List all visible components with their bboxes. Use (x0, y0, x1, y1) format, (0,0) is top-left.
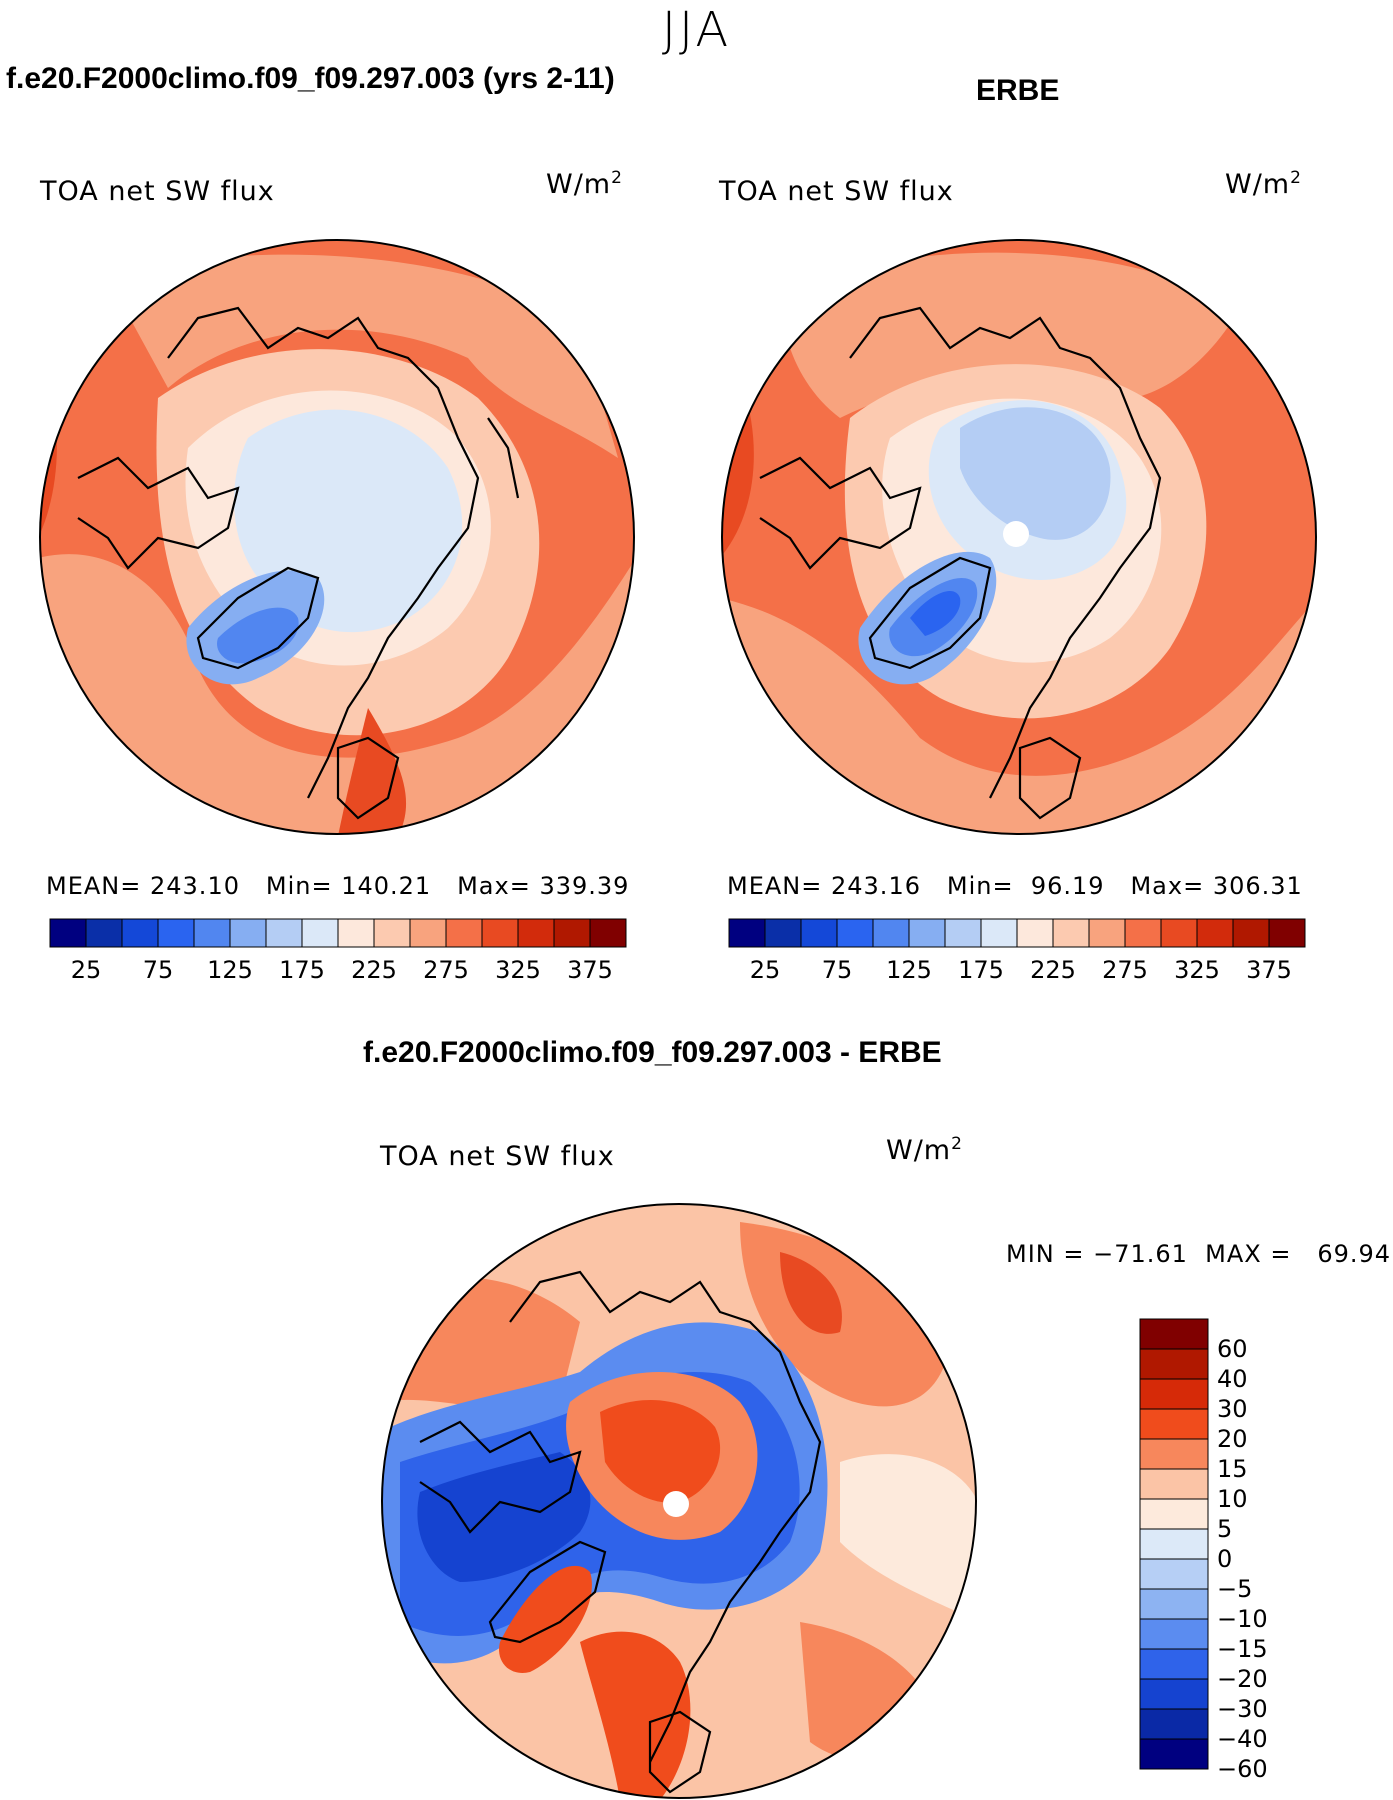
panel2-colorbar-swatch (908, 918, 946, 948)
panel3-colorbar-tick-label: 60 (1217, 1335, 1248, 1363)
panel2-colorbar-swatch (872, 918, 910, 948)
panel2-colorbar-swatch (800, 918, 838, 948)
panel1-colorbar-swatch (373, 918, 411, 948)
panel3-colorbar-tick-label: 20 (1217, 1425, 1248, 1453)
panel1-variable-label: TOA net SW flux (40, 176, 275, 207)
panel2-colorbar-swatch (944, 918, 982, 948)
panel2-colorbar-swatch (1232, 918, 1270, 948)
panel3-polar-map (381, 1203, 977, 1799)
panel1-colorbar-swatch (409, 918, 447, 948)
panel3-colorbar-swatch (1139, 1588, 1209, 1620)
panel3-colorbar-swatch (1139, 1528, 1209, 1560)
panel3-colorbar-swatch (1139, 1708, 1209, 1740)
panel3-minmax: MIN = −71.61 MAX = 69.94 (1006, 1240, 1392, 1268)
panel2-colorbar-tick-label: 75 (822, 956, 853, 984)
panel1-colorbar-swatch (301, 918, 339, 948)
panel1-units: W/m2 (546, 168, 623, 200)
season-title: JJA (661, 2, 732, 58)
panel1-colorbar-tick-label: 175 (279, 956, 325, 984)
panel1-colorbar-swatch (445, 918, 483, 948)
panel3-colorbar-tick-label: −20 (1217, 1665, 1268, 1693)
panel2-colorbar-swatch (1052, 918, 1090, 948)
panel2-colorbar-swatch (1016, 918, 1054, 948)
panel3-colorbar-swatch (1139, 1348, 1209, 1380)
panel3-colorbar-tick-label: 10 (1217, 1485, 1248, 1513)
panel2-colorbar-tick-label: 25 (750, 956, 781, 984)
panel3-colorbar-tick-label: −60 (1217, 1755, 1268, 1783)
panel1-colorbar-swatch (49, 918, 87, 948)
panel2-colorbar-swatch (728, 918, 766, 948)
panel3-colorbar-swatch (1139, 1318, 1209, 1350)
panel2-units: W/m2 (1225, 168, 1302, 200)
panel2-variable-label: TOA net SW flux (719, 176, 954, 207)
panel1-colorbar: 25 75 125 175 225 275 325 375 (49, 918, 627, 984)
panel1-colorbar-tick-label: 75 (143, 956, 174, 984)
panel1-colorbar-swatch (157, 918, 195, 948)
panel1-colorbar-swatch (85, 918, 123, 948)
panel3-colorbar-swatch (1139, 1678, 1209, 1710)
panel1-colorbar-tick-label: 325 (495, 956, 541, 984)
panel3-colorbar-swatch (1139, 1378, 1209, 1410)
panel3-colorbar-swatch (1139, 1648, 1209, 1680)
panel2-colorbar-swatch (836, 918, 874, 948)
panel2-colorbar-swatch (1124, 918, 1162, 948)
panel3-colorbar-swatch (1139, 1618, 1209, 1650)
panel3-colorbar-tick-label: −40 (1217, 1725, 1268, 1753)
panel3-heading: f.e20.F2000climo.f09_f09.297.003 - ERBE (363, 1036, 942, 1069)
panel2-colorbar-swatch (1160, 918, 1198, 948)
panel2-colorbar-swatch (1088, 918, 1126, 948)
panel3-colorbar-tick-label: −10 (1217, 1605, 1268, 1633)
panel2-colorbar-tick-label: 275 (1102, 956, 1148, 984)
panel3-colorbar-tick-label: 0 (1217, 1545, 1232, 1573)
panel2-colorbar-swatch (764, 918, 802, 948)
panel2-colorbar-swatch (1196, 918, 1234, 948)
panel1-colorbar-tick-label: 375 (567, 956, 613, 984)
panel3-colorbar-tick-label: −5 (1217, 1575, 1252, 1603)
panel3-colorbar-swatch (1139, 1438, 1209, 1470)
panel2-colorbar-swatch (980, 918, 1018, 948)
panel2-stats: MEAN= 243.16 Min= 96.19 Max= 306.31 (727, 872, 1303, 900)
panel3-colorbar-swatch (1139, 1558, 1209, 1590)
panel3-variable-label: TOA net SW flux (380, 1141, 615, 1172)
panel1-colorbar-tick-label: 275 (423, 956, 469, 984)
panel1-colorbar-swatch (481, 918, 519, 948)
panel3-colorbar-tick-label: 5 (1217, 1515, 1232, 1543)
panel3-colorbar-swatch (1139, 1498, 1209, 1530)
panel1-colorbar-swatch (553, 918, 591, 948)
panel1-stats: MEAN= 243.10 Min= 140.21 Max= 339.39 (46, 872, 630, 900)
panel2-heading: ERBE (976, 74, 1060, 107)
panel3-colorbar-tick-label: 40 (1217, 1365, 1248, 1393)
panel3-colorbar-tick-label: 30 (1217, 1395, 1248, 1423)
panel3-colorbar-tick-label: −30 (1217, 1695, 1268, 1723)
panel1-colorbar-swatch (265, 918, 303, 948)
panel3-colorbar-tick-label: 15 (1217, 1455, 1248, 1483)
panel2-colorbar-tick-label: 325 (1174, 956, 1220, 984)
panel3-colorbar-swatch (1139, 1468, 1209, 1500)
panel3-units: W/m2 (886, 1134, 963, 1166)
panel1-colorbar-tick-label: 225 (351, 956, 397, 984)
panel1-colorbar-swatch (193, 918, 231, 948)
panel2-colorbar-tick-label: 225 (1030, 956, 1076, 984)
panel1-colorbar-swatch (121, 918, 159, 948)
panel2-colorbar-tick-label: 125 (886, 956, 932, 984)
panel1-colorbar-swatch (229, 918, 267, 948)
panel2-colorbar-tick-label: 375 (1246, 956, 1292, 984)
panel1-polar-map (39, 239, 635, 835)
panel2-colorbar-swatch (1268, 918, 1306, 948)
panel1-heading: f.e20.F2000climo.f09_f09.297.003 (yrs 2-… (6, 62, 615, 95)
panel1-colorbar-tick-label: 25 (71, 956, 102, 984)
panel3-colorbar-swatch (1139, 1738, 1209, 1770)
panel2-colorbar-tick-label: 175 (958, 956, 1004, 984)
panel1-colorbar-swatch (337, 918, 375, 948)
panel1-colorbar-swatch (589, 918, 627, 948)
panel1-colorbar-swatch (517, 918, 555, 948)
panel3-colorbar-tick-label: −15 (1217, 1635, 1268, 1663)
panel2-colorbar: 25 75 125 175 225 275 325 375 (728, 918, 1306, 984)
panel3-colorbar-swatch (1139, 1408, 1209, 1440)
panel1-colorbar-tick-label: 125 (207, 956, 253, 984)
panel2-polar-map (721, 239, 1317, 835)
